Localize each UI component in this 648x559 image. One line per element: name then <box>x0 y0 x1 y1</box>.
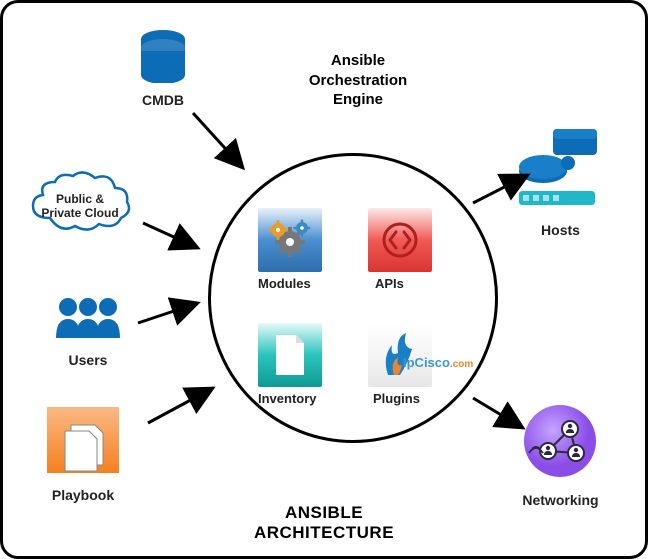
playbook-label: Playbook <box>43 487 123 503</box>
architecture-title: ANSIBLEARCHITECTURE <box>3 503 645 543</box>
engine-title: AnsibleOrchestrationEngine <box>278 51 438 110</box>
engine-circle <box>208 153 498 443</box>
arrow-users <box>138 303 198 323</box>
node-cmdb: CMDB <box>133 28 193 108</box>
plugins-label: Plugins <box>373 391 420 406</box>
arrow-playbook <box>148 388 213 423</box>
apis-label: APIs <box>375 276 404 291</box>
tile-inventory <box>258 323 322 387</box>
tile-modules <box>258 208 322 272</box>
tile-apis <box>368 208 432 272</box>
hosts-icon <box>513 123 608 213</box>
inventory-label: Inventory <box>258 391 317 406</box>
users-label: Users <box>48 352 128 368</box>
node-users: Users <box>48 293 128 368</box>
diagram-frame: AnsibleOrchestrationEngine CMDB Public &… <box>0 0 648 559</box>
api-icon <box>368 208 432 272</box>
database-icon <box>133 28 193 83</box>
playbook-icon <box>43 403 123 478</box>
networking-icon <box>518 403 603 483</box>
arrow-cmdb <box>193 113 243 168</box>
node-cloud: Public &Private Cloud <box>25 168 135 243</box>
doc-icon <box>258 323 322 387</box>
watermark: IpCisco.com <box>403 355 473 370</box>
users-icon <box>48 293 128 343</box>
node-hosts: Hosts <box>513 123 608 238</box>
node-playbook: Playbook <box>43 403 123 503</box>
cloud-label: Public &Private Cloud <box>25 192 135 221</box>
node-networking: Networking <box>518 403 603 508</box>
cmdb-label: CMDB <box>133 92 193 108</box>
gears-icon <box>258 208 322 272</box>
hosts-label: Hosts <box>513 222 608 238</box>
arrow-networking <box>473 398 523 428</box>
arrow-cloud <box>143 223 198 248</box>
modules-label: Modules <box>258 276 311 291</box>
